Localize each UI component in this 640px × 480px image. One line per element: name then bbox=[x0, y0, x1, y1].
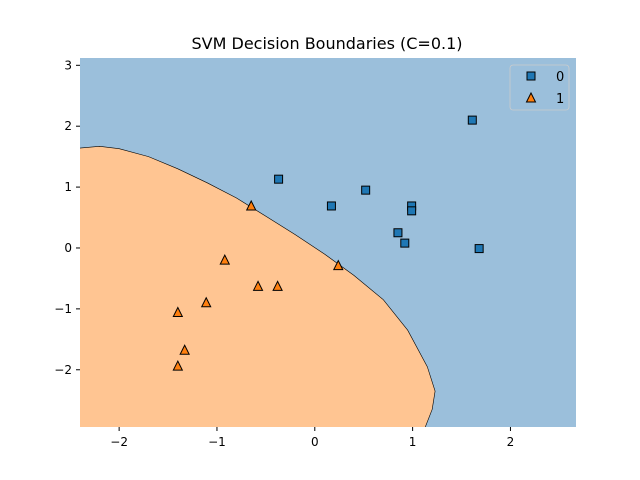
data-point-class-0 bbox=[407, 206, 417, 216]
data-point-class-1 bbox=[179, 344, 190, 355]
data-point-class-0 bbox=[361, 185, 371, 195]
data-point-class-0 bbox=[274, 174, 284, 184]
chart-title: SVM Decision Boundaries (C=0.1) bbox=[192, 34, 463, 53]
data-point-class-0 bbox=[474, 244, 484, 254]
data-point-class-0 bbox=[393, 228, 403, 238]
y-tick-label: −2 bbox=[54, 363, 72, 377]
legend-marker-class-1 bbox=[525, 91, 537, 103]
x-tick-label: 1 bbox=[409, 435, 417, 449]
y-tick-label: 3 bbox=[64, 58, 72, 72]
axes: −2 −1 0 1 2 −2 −1 0 1 2 3 bbox=[54, 58, 514, 449]
data-point-class-1 bbox=[245, 199, 257, 211]
y-tick-label: −1 bbox=[54, 302, 72, 316]
data-point-class-1 bbox=[272, 280, 283, 291]
legend-label-class-0: 0 bbox=[556, 70, 564, 85]
data-point-class-1 bbox=[200, 296, 212, 308]
x-tick-label: −1 bbox=[208, 435, 226, 449]
x-tick-label: 2 bbox=[507, 435, 515, 449]
data-point-class-0 bbox=[467, 115, 477, 125]
x-tick-label: −2 bbox=[110, 435, 128, 449]
legend: 01 bbox=[509, 64, 570, 111]
data-point-class-1 bbox=[172, 306, 184, 318]
y-tick-label: 1 bbox=[64, 180, 72, 194]
decision-boundary-line bbox=[80, 145, 436, 427]
data-points bbox=[172, 115, 484, 371]
data-point-class-1 bbox=[219, 254, 231, 265]
legend-marker-class-0 bbox=[526, 71, 536, 81]
plot-area bbox=[80, 58, 576, 427]
data-point-class-1 bbox=[252, 280, 264, 291]
data-point-class-1 bbox=[172, 359, 184, 371]
data-point-class-0 bbox=[400, 238, 410, 248]
data-point-class-1 bbox=[332, 259, 344, 271]
legend-box bbox=[509, 64, 570, 111]
data-point-class-0 bbox=[326, 201, 336, 211]
x-tick-label: 0 bbox=[311, 435, 319, 449]
y-tick-label: 2 bbox=[64, 119, 72, 133]
y-tick-label: 0 bbox=[64, 241, 72, 255]
legend-label-class-1: 1 bbox=[556, 92, 564, 107]
